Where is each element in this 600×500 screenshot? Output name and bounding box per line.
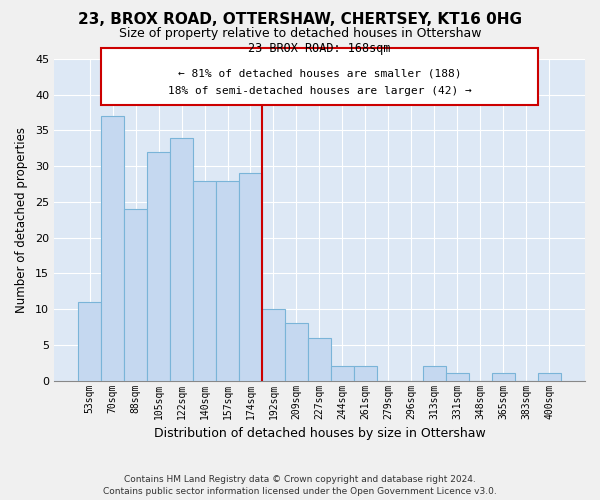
- Bar: [216, 180, 239, 380]
- Bar: [354, 366, 377, 380]
- X-axis label: Distribution of detached houses by size in Ottershaw: Distribution of detached houses by size …: [154, 427, 485, 440]
- Bar: [492, 374, 515, 380]
- Y-axis label: Number of detached properties: Number of detached properties: [15, 127, 28, 313]
- Bar: [170, 138, 193, 380]
- Bar: [423, 366, 446, 380]
- Text: Contains public sector information licensed under the Open Government Licence v3: Contains public sector information licen…: [103, 488, 497, 496]
- Text: Contains HM Land Registry data © Crown copyright and database right 2024.: Contains HM Land Registry data © Crown c…: [124, 475, 476, 484]
- Bar: [193, 180, 216, 380]
- Text: Size of property relative to detached houses in Ottershaw: Size of property relative to detached ho…: [119, 28, 481, 40]
- Bar: [331, 366, 354, 380]
- Bar: [147, 152, 170, 380]
- Text: 18% of semi-detached houses are larger (42) →: 18% of semi-detached houses are larger (…: [167, 86, 472, 96]
- Bar: [308, 338, 331, 380]
- Bar: [78, 302, 101, 380]
- Bar: [446, 374, 469, 380]
- Text: 23 BROX ROAD: 168sqm: 23 BROX ROAD: 168sqm: [248, 42, 391, 56]
- Bar: [285, 324, 308, 380]
- Text: 23, BROX ROAD, OTTERSHAW, CHERTSEY, KT16 0HG: 23, BROX ROAD, OTTERSHAW, CHERTSEY, KT16…: [78, 12, 522, 28]
- Bar: [101, 116, 124, 380]
- Text: ← 81% of detached houses are smaller (188): ← 81% of detached houses are smaller (18…: [178, 68, 461, 78]
- Bar: [538, 374, 561, 380]
- FancyBboxPatch shape: [101, 48, 538, 106]
- Bar: [239, 174, 262, 380]
- Bar: [262, 309, 285, 380]
- Bar: [124, 209, 147, 380]
